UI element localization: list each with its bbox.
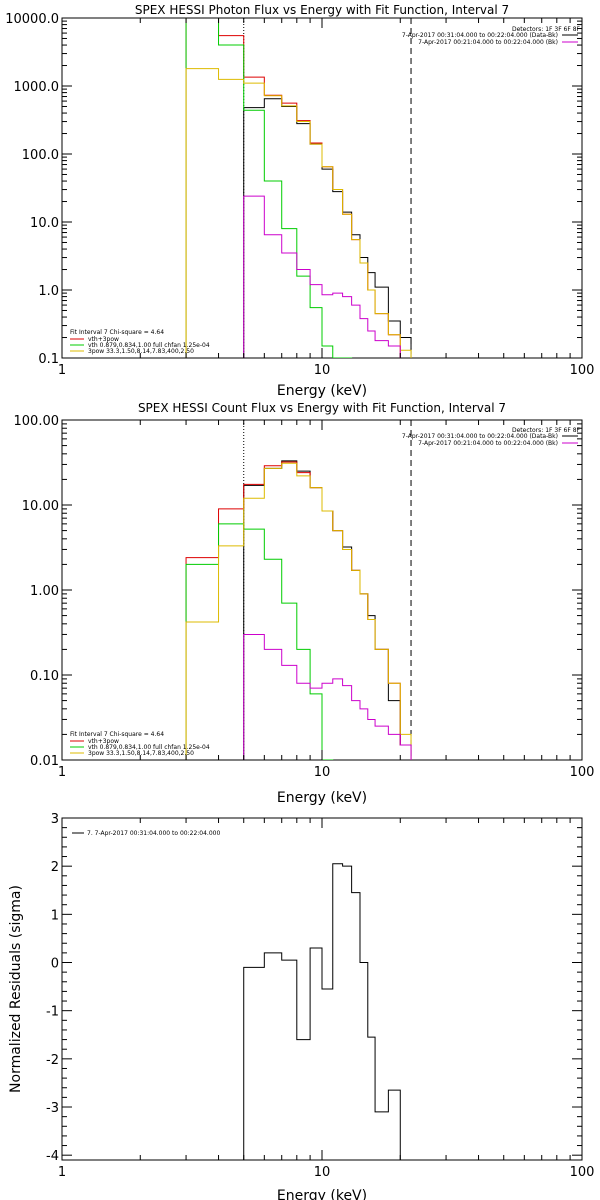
count-flux-panel: SPEX HESSI Count Flux vs Energy with Fit… xyxy=(14,401,595,806)
residuals-ytick-label: 0 xyxy=(51,957,59,972)
residuals-series-0 xyxy=(243,863,401,1160)
residuals-xtick-label: 1 xyxy=(58,1165,66,1180)
photon-flux-axes: 1 10 100 0.1 1.0 10.0 100.0 1000.0 10000.0 xyxy=(5,12,594,378)
photon-flux-legend-vth: vth 0.879,0.834,1.00 full chfan 1.25e-04 xyxy=(88,342,210,349)
photon-flux-legend-detectors: Detectors: 1F 3F 6F 8F xyxy=(512,26,581,33)
photon-flux-legend-databk: 7-Apr-2017 00:31:04.000 to 00:22:04.000 … xyxy=(402,32,558,39)
count-flux-title: SPEX HESSI Count Flux vs Energy with Fit… xyxy=(138,401,506,415)
count-flux-series-3 xyxy=(185,462,412,760)
photon-flux-series-4 xyxy=(243,195,401,358)
photon-flux-xtick-label: 100 xyxy=(570,363,595,378)
residuals-legend-label: 7. 7-Apr-2017 00:31:04.000 to 00:22:04.0… xyxy=(87,830,220,837)
count-flux-ytick-label: 0.10 xyxy=(30,669,59,684)
residuals-panel: 1 10 100 -4 -3 -2 -1 0 1 2 3 Energy (keV) Normaliz… xyxy=(8,812,594,1200)
photon-flux-legend-vth3pow: vth+3pow xyxy=(88,336,119,343)
photon-flux-plot-area xyxy=(185,18,412,358)
count-flux-xtick-label: 100 xyxy=(570,765,595,780)
residuals-ytick-label: -3 xyxy=(46,1101,59,1116)
photon-flux-ytick-label: 1000.0 xyxy=(14,80,60,95)
photon-flux-panel: SPEX HESSI Photon Flux vs Energy with Fi… xyxy=(5,3,594,399)
photon-flux-legend-bk: 7-Apr-2017 00:21:04.000 to 00:22:04.000 … xyxy=(418,39,558,46)
count-flux-legend-databk: 7-Apr-2017 00:31:04.000 to 00:22:04.000 … xyxy=(402,433,558,440)
residuals-xlabel: Energy (keV) xyxy=(277,1188,367,1200)
count-flux-series-4 xyxy=(243,633,412,760)
photon-flux-ytick-label: 100.0 xyxy=(22,148,59,163)
count-flux-legend-topright: Detectors: 1F 3F 6F 8F 7-Apr-2017 00:31:… xyxy=(402,427,581,447)
count-flux-series-2 xyxy=(185,523,334,760)
count-flux-legend-bottomleft: Fit Interval 7 Chi-square = 4.64 vth+3po… xyxy=(70,731,210,757)
photon-flux-series-3 xyxy=(185,68,412,358)
photon-flux-legend-bottomleft: Fit Interval 7 Chi-square = 4.64 vth+3po… xyxy=(70,329,210,355)
residuals-ytick-label: -4 xyxy=(46,1149,59,1164)
residuals-ytick-label: -2 xyxy=(46,1053,59,1068)
count-flux-xtick-label: 10 xyxy=(314,765,331,780)
count-flux-legend-fit-title: Fit Interval 7 Chi-square = 4.64 xyxy=(70,731,164,738)
photon-flux-legend-3pow: 3pow 33.3,1.50,8.14,7.83,400,2.50 xyxy=(88,348,194,355)
photon-flux-xtick-label: 1 xyxy=(58,363,66,378)
photon-flux-ytick-label: 1.0 xyxy=(38,284,59,299)
residuals-xtick-label: 10 xyxy=(314,1165,331,1180)
photon-flux-legend-fit-title: Fit Interval 7 Chi-square = 4.64 xyxy=(70,329,164,336)
residuals-axes: 1 10 100 -4 -3 -2 -1 0 1 2 3 xyxy=(46,812,594,1180)
count-flux-legend-3pow: 3pow 33.3,1.50,8.14,7.83,400,2.50 xyxy=(88,750,194,757)
count-flux-ytick-label: 1.00 xyxy=(30,584,59,599)
count-flux-legend-detectors: Detectors: 1F 3F 6F 8F xyxy=(512,427,581,434)
count-flux-ytick-label: 100.00 xyxy=(14,414,60,429)
count-flux-legend-vth: vth 0.879,0.834,1.00 full chfan 1.25e-04 xyxy=(88,744,210,751)
count-flux-xlabel: Energy (keV) xyxy=(277,790,367,806)
photon-flux-ytick-label: 10.0 xyxy=(30,216,59,231)
residuals-ytick-label: 3 xyxy=(51,812,59,827)
photon-flux-ytick-label: 0.1 xyxy=(38,352,59,367)
photon-flux-series-1 xyxy=(185,18,401,358)
residuals-ylabel: Normalized Residuals (sigma) xyxy=(8,885,24,1093)
count-flux-axes: 1 10 100 0.01 0.10 1.00 10.00 100.00 xyxy=(14,414,595,780)
photon-flux-series-2 xyxy=(185,18,353,358)
photon-flux-legend-topright: Detectors: 1F 3F 6F 8F 7-Apr-2017 00:31:… xyxy=(402,26,581,46)
count-flux-series-1 xyxy=(185,461,412,760)
count-flux-legend-bk: 7-Apr-2017 00:21:04.000 to 00:22:04.000 … xyxy=(418,440,558,447)
count-flux-xtick-label: 1 xyxy=(58,765,66,780)
residuals-legend: 7. 7-Apr-2017 00:31:04.000 to 00:22:04.0… xyxy=(72,830,220,837)
photon-flux-xlabel: Energy (keV) xyxy=(277,383,367,399)
count-flux-series-0 xyxy=(243,460,412,760)
photon-flux-ytick-label: 10000.0 xyxy=(5,12,59,27)
photon-flux-series-0 xyxy=(243,98,412,358)
residuals-ytick-label: -1 xyxy=(46,1005,59,1020)
count-flux-ytick-label: 10.00 xyxy=(22,499,59,514)
photon-flux-plot-frame xyxy=(61,17,583,359)
count-flux-ytick-label: 0.01 xyxy=(30,754,59,769)
photon-flux-title: SPEX HESSI Photon Flux vs Energy with Fi… xyxy=(135,3,509,17)
residuals-ytick-label: 2 xyxy=(51,860,59,875)
residuals-plot-area xyxy=(243,863,401,1160)
count-flux-plot-area xyxy=(185,420,412,760)
photon-flux-xtick-label: 10 xyxy=(314,363,331,378)
residuals-xtick-label: 100 xyxy=(570,1165,595,1180)
residuals-ytick-label: 1 xyxy=(51,908,59,923)
count-flux-legend-vth3pow: vth+3pow xyxy=(88,738,119,745)
